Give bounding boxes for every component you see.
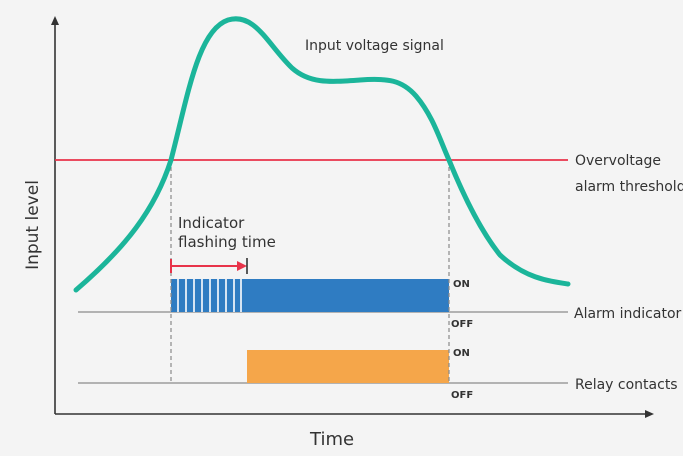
signal-label: Input voltage signal [305,38,444,54]
flashing-stripes [177,279,242,312]
flash-time-arrowhead [237,261,247,271]
alarm-indicator-label: Alarm indicator [574,306,682,322]
alarm-bar [171,279,449,312]
flash-label-line1: Indicator [178,214,245,232]
flash-label-line2: flashing time [178,233,276,251]
relay-on-label: ON [453,348,470,359]
relay-contacts-label: Relay contacts [575,377,678,393]
relay-off-label: OFF [451,390,473,401]
alarm-off-label: OFF [451,319,473,330]
x-axis-label: Time [309,429,354,450]
alarm-on-label: ON [453,279,470,290]
y-axis-label: Input level [23,180,43,270]
threshold-label-line1: Overvoltage [575,153,661,169]
threshold-label-line2: alarm threshold [575,179,683,195]
relay-bar [247,350,449,383]
signal-curve [73,16,571,293]
